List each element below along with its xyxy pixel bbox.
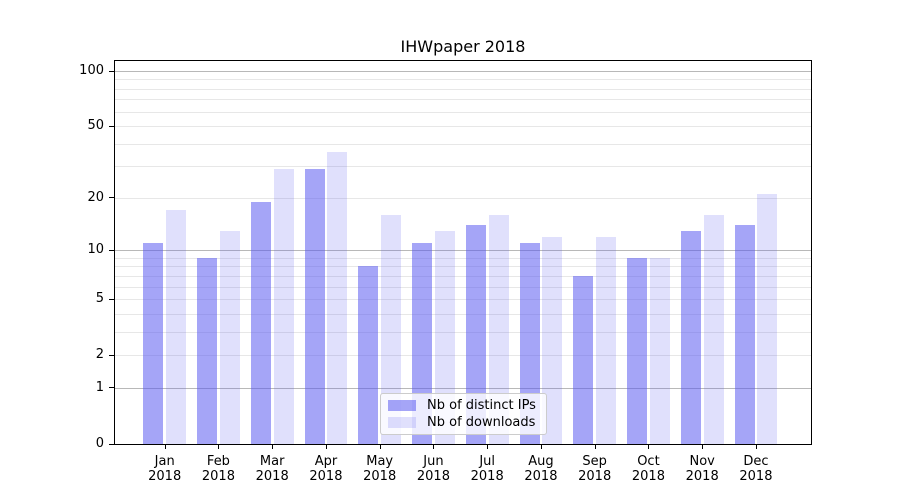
y-tick-label-20: 20 [87, 189, 104, 205]
y-tick-mark-0 [109, 443, 114, 445]
y-tick-label-2: 2 [95, 347, 104, 363]
bar-jul-distinct-ips [465, 225, 486, 444]
x-tick-label-may: May 2018 [363, 454, 397, 484]
y-tick-mark-50 [109, 125, 114, 127]
legend: Nb of distinct IPs Nb of downloads [380, 393, 547, 435]
plot-area [114, 60, 812, 445]
legend-label-downloads: Nb of downloads [427, 415, 536, 430]
x-tick-label-feb: Feb 2018 [201, 454, 235, 484]
x-tick-label-oct: Oct 2018 [631, 454, 665, 484]
x-tick-mark-oct [648, 445, 650, 449]
gridline-minor-7 [115, 275, 811, 277]
x-tick-label-jul: Jul 2018 [470, 454, 504, 484]
bar-aug-downloads [542, 236, 563, 444]
bar-nov-downloads [703, 215, 724, 444]
x-tick-mark-dec [755, 445, 757, 449]
chart-title: IHWpaper 2018 [400, 37, 526, 56]
y-tick-label-0: 0 [95, 436, 104, 451]
bar-mar-downloads [273, 169, 294, 444]
y-tick-mark-20 [109, 197, 114, 199]
x-tick-mark-aug [540, 445, 542, 449]
x-tick-mark-jan [164, 445, 166, 449]
legend-swatch-distinct-ips [388, 400, 416, 411]
y-tick-label-50: 50 [87, 118, 104, 134]
x-tick-label-apr: Apr 2018 [309, 454, 343, 484]
y-tick-mark-2 [109, 354, 114, 356]
gridline-minor-5 [115, 299, 811, 301]
bar-sep-downloads [596, 236, 616, 444]
y-tick-label-10: 10 [87, 242, 104, 258]
x-tick-mark-may [379, 445, 381, 449]
x-tick-mark-nov [702, 445, 704, 449]
x-tick-label-aug: Aug 2018 [524, 454, 558, 484]
bar-sep-distinct-ips [573, 275, 594, 444]
bar-apr-downloads [327, 152, 348, 444]
gridline-minor-30 [115, 166, 811, 168]
x-tick-mark-mar [272, 445, 274, 449]
gridline-minor-2 [115, 355, 811, 357]
bar-jun-downloads [434, 230, 455, 444]
gridline-major-100 [115, 71, 811, 72]
y-tick-mark-100 [109, 70, 114, 72]
x-tick-label-jan: Jan 2018 [148, 454, 182, 484]
x-tick-mark-sep [594, 445, 596, 449]
gridline-minor-8 [115, 266, 811, 268]
bar-jan-downloads [166, 210, 186, 444]
bar-may-distinct-ips [358, 266, 379, 444]
x-tick-label-mar: Mar 2018 [255, 454, 289, 484]
bar-dec-downloads [757, 194, 778, 444]
bar-jul-downloads [488, 215, 509, 444]
gridline-minor-6 [115, 286, 811, 288]
bar-apr-distinct-ips [304, 169, 325, 444]
gridline-minor-60 [115, 111, 811, 113]
y-tick-mark-5 [109, 298, 114, 300]
gridline-minor-50 [115, 126, 811, 128]
bar-mar-distinct-ips [250, 201, 271, 444]
x-tick-label-dec: Dec 2018 [739, 454, 773, 484]
y-tick-mark-1 [109, 387, 114, 389]
legend-label-distinct-ips: Nb of distinct IPs [427, 398, 536, 413]
bar-feb-distinct-ips [197, 257, 218, 444]
gridline-major-10 [115, 250, 811, 252]
x-tick-label-sep: Sep 2018 [578, 454, 612, 484]
x-tick-label-jun: Jun 2018 [416, 454, 450, 484]
gridline-minor-80 [115, 88, 811, 90]
x-tick-label-nov: Nov 2018 [685, 454, 719, 484]
bar-oct-downloads [649, 257, 670, 444]
legend-entry-distinct-ips: Nb of distinct IPs [388, 398, 538, 413]
bar-may-downloads [381, 215, 401, 444]
gridline-minor-40 [115, 143, 811, 145]
gridline-minor-90 [115, 79, 811, 81]
x-tick-mark-jul [487, 445, 489, 449]
bar-feb-downloads [219, 230, 240, 444]
gridline-minor-20 [115, 197, 811, 199]
gridline-minor-70 [115, 99, 811, 101]
x-tick-mark-apr [325, 445, 327, 449]
y-tick-label-1: 1 [95, 379, 104, 395]
bar-dec-distinct-ips [734, 225, 755, 444]
x-tick-mark-jun [433, 445, 435, 449]
y-tick-label-5: 5 [95, 291, 104, 307]
legend-entry-downloads: Nb of downloads [388, 415, 538, 430]
x-tick-mark-feb [218, 445, 220, 449]
y-tick-mark-10 [109, 249, 114, 251]
gridline-minor-3 [115, 331, 811, 333]
bar-oct-distinct-ips [627, 257, 648, 444]
legend-swatch-downloads [388, 417, 416, 428]
gridline-minor-9 [115, 257, 811, 259]
bar-nov-distinct-ips [680, 230, 701, 444]
gridline-minor-4 [115, 313, 811, 315]
y-tick-label-100: 100 [79, 63, 104, 78]
gridline-major-1 [115, 387, 811, 389]
bar-jan-distinct-ips [143, 243, 164, 444]
